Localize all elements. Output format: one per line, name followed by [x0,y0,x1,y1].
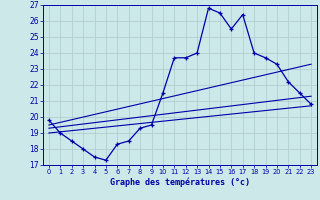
X-axis label: Graphe des températures (°c): Graphe des températures (°c) [110,178,250,187]
